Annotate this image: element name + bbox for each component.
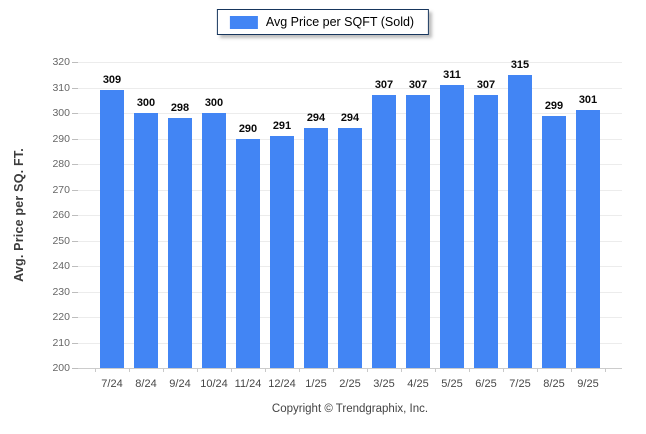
- x-tick-label: 5/25: [441, 378, 463, 390]
- gridline: [78, 113, 622, 114]
- x-tick-mark: [571, 368, 572, 372]
- bar-12/24[interactable]: [270, 135, 294, 368]
- x-tick-mark: [503, 368, 504, 372]
- bar-8/25[interactable]: [542, 115, 566, 368]
- x-tick-mark: [299, 368, 300, 372]
- y-tick-label: 230: [52, 285, 70, 298]
- x-axis-line: [78, 368, 622, 369]
- x-tick-mark: [469, 368, 470, 372]
- x-tick-mark: [197, 368, 198, 372]
- y-axis-title: Avg. Price per SQ. FT.: [12, 148, 26, 282]
- x-tick-label: 9/24: [169, 378, 191, 390]
- x-tick-mark: [163, 368, 164, 372]
- y-tick-mark: [72, 164, 78, 165]
- x-tick-label: 11/24: [234, 378, 262, 390]
- y-tick-mark: [72, 266, 78, 267]
- x-tick-mark: [537, 368, 538, 372]
- y-tick-label: 290: [52, 132, 70, 145]
- y-tick-mark: [72, 113, 78, 114]
- legend-swatch-bar-series: [229, 15, 258, 29]
- x-tick-label: 4/25: [407, 378, 429, 390]
- x-tick-mark: [231, 368, 232, 372]
- y-tick-label: 250: [52, 234, 70, 247]
- bar-4/25[interactable]: [406, 95, 430, 368]
- x-tick-mark: [401, 368, 402, 372]
- y-tick-mark: [72, 291, 78, 293]
- y-tick-mark: [72, 215, 78, 216]
- x-tick-label: 2/25: [339, 378, 361, 390]
- bar-value-label: 291: [272, 119, 292, 132]
- x-tick-label: 9/25: [577, 378, 599, 390]
- gridline: [78, 87, 622, 89]
- x-tick-mark: [605, 368, 606, 372]
- bar-1/25[interactable]: [304, 128, 328, 368]
- x-tick-mark: [435, 368, 436, 372]
- y-tick-label: 210: [52, 336, 70, 349]
- y-tick-mark: [72, 240, 78, 242]
- bar-value-label: 290: [238, 122, 258, 135]
- bar-value-label: 294: [306, 112, 326, 125]
- legend-label: Avg Price per SQFT (Sold): [265, 15, 415, 29]
- bar-value-label: 309: [102, 74, 122, 87]
- bar-11/24[interactable]: [236, 138, 260, 368]
- bar-9/25[interactable]: [576, 110, 600, 368]
- y-tick-mark: [72, 138, 78, 140]
- x-tick-mark: [95, 368, 96, 372]
- x-tick-label: 1/25: [305, 378, 327, 390]
- x-tick-label: 7/24: [101, 378, 123, 390]
- plot-area: [78, 62, 622, 369]
- bar-3/25[interactable]: [372, 95, 396, 368]
- bar-value-label: 300: [136, 97, 156, 109]
- legend: Avg Price per SQFT (Sold): [216, 9, 430, 35]
- bar-value-label: 315: [510, 58, 530, 71]
- bar-value-label: 299: [544, 99, 564, 112]
- x-tick-label: 10/24: [200, 378, 228, 390]
- bar-2/25[interactable]: [338, 128, 362, 368]
- y-tick-label: 310: [52, 81, 70, 94]
- x-tick-mark: [333, 368, 334, 372]
- bar-8/24[interactable]: [134, 113, 158, 368]
- x-tick-label: 12/24: [268, 378, 296, 390]
- x-tick-label: 6/25: [475, 378, 497, 390]
- bar-value-label: 294: [340, 112, 360, 125]
- y-tick-mark: [72, 87, 78, 89]
- y-tick-label: 240: [52, 260, 70, 272]
- gridline: [78, 62, 622, 63]
- bar-value-label: 307: [476, 79, 496, 92]
- bar-value-label: 298: [170, 102, 190, 115]
- x-tick-mark: [265, 368, 266, 372]
- y-tick-label: 320: [52, 56, 70, 68]
- x-tick-label: 8/25: [543, 378, 565, 390]
- y-tick-label: 270: [52, 183, 70, 196]
- bar-value-label: 307: [408, 79, 428, 92]
- y-tick-label: 300: [52, 107, 70, 119]
- x-tick-mark: [367, 368, 368, 372]
- bar-value-label: 311: [443, 68, 461, 81]
- y-tick-label: 200: [52, 362, 70, 374]
- y-tick-mark: [72, 368, 78, 369]
- bar-7/24[interactable]: [100, 90, 124, 368]
- y-tick-label: 220: [52, 311, 70, 323]
- y-tick-mark: [72, 342, 78, 344]
- x-tick-mark: [129, 368, 130, 372]
- bar-5/25[interactable]: [440, 84, 464, 368]
- y-tick-mark: [72, 189, 78, 191]
- x-tick-label: 8/24: [135, 378, 157, 390]
- bar-7/25[interactable]: [508, 74, 532, 368]
- bar-value-label: 301: [578, 94, 598, 107]
- y-tick-label: 260: [52, 209, 70, 221]
- bar-6/25[interactable]: [474, 95, 498, 368]
- bar-10/24[interactable]: [202, 113, 226, 368]
- x-tick-label: 7/25: [509, 378, 531, 390]
- bar-9/24[interactable]: [168, 118, 192, 368]
- copyright-text: Copyright © Trendgraphix, Inc.: [271, 403, 429, 415]
- x-tick-label: 3/25: [373, 378, 395, 390]
- bar-value-label: 300: [204, 97, 224, 109]
- y-tick-label: 280: [52, 158, 70, 170]
- y-tick-mark: [72, 317, 78, 318]
- bar-value-label: 307: [374, 79, 394, 92]
- y-tick-mark: [72, 62, 78, 63]
